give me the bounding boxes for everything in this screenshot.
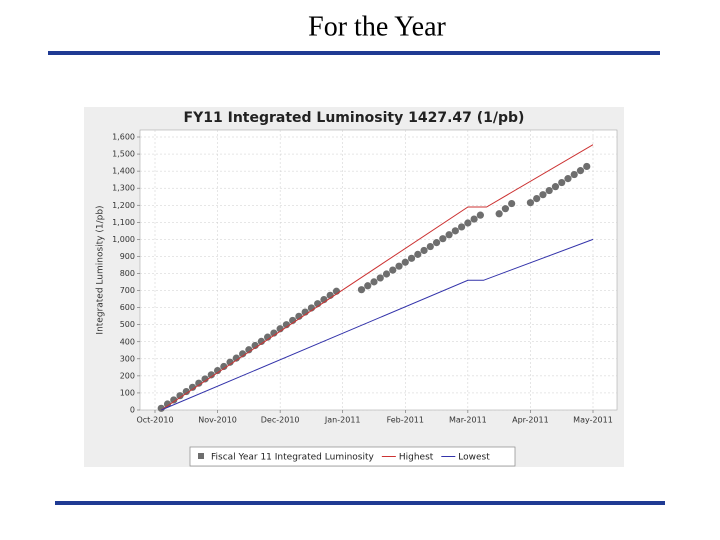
data-point: [558, 178, 566, 187]
legend-label: Highest: [399, 453, 434, 463]
data-point: [232, 354, 240, 362]
y-tick-label: 100: [120, 388, 135, 397]
x-tick-label: Apr-2011: [512, 416, 549, 425]
data-point: [357, 286, 366, 294]
slide-title: For the Year: [308, 11, 446, 42]
y-tick-label: 1,400: [112, 167, 135, 176]
data-point: [195, 379, 203, 387]
data-point: [182, 387, 190, 396]
data-point: [370, 278, 378, 286]
data-point: [432, 239, 441, 247]
data-point: [407, 254, 416, 262]
legend-label: Fiscal Year 11 Integrated Luminosity: [211, 453, 375, 463]
x-tick-label: Feb-2011: [387, 416, 424, 425]
data-point: [382, 270, 391, 278]
data-point: [533, 194, 541, 203]
data-point: [213, 366, 222, 375]
data-point: [495, 210, 503, 218]
legend-label: Lowest: [458, 453, 490, 463]
data-point: [170, 396, 178, 404]
data-point: [439, 235, 447, 243]
data-point: [220, 362, 228, 371]
data-point: [539, 191, 547, 199]
y-tick-label: 1,200: [112, 201, 135, 210]
data-point: [226, 358, 234, 366]
data-point: [501, 205, 509, 213]
grid: 0 100 200 300 400 500 600 700 800 900 1,000 1,100 1,…: [112, 130, 617, 425]
y-tick-label: 200: [120, 371, 135, 380]
data-point: [464, 219, 472, 227]
y-tick-label: 800: [120, 269, 135, 278]
x-tick-label: Nov-2010: [198, 416, 237, 425]
data-point: [551, 183, 560, 191]
y-tick-label: 500: [120, 320, 135, 329]
data-point: [176, 392, 184, 400]
x-tick-label: Mar-2011: [449, 416, 487, 425]
y-tick-label: 1,300: [112, 184, 135, 193]
data-point: [376, 274, 384, 282]
x-tick-label: Oct-2010: [136, 416, 173, 425]
legend-swatch: [198, 453, 204, 459]
data-point: [576, 167, 585, 175]
y-tick-label: 400: [120, 337, 135, 346]
data-point: [201, 375, 209, 383]
chart-title: FY11 Integrated Luminosity 1427.47 (1/pb…: [184, 110, 525, 126]
y-tick-label: 700: [120, 286, 135, 295]
bottom-rule: [55, 501, 665, 505]
y-tick-label: 1,500: [112, 150, 135, 159]
data-point: [476, 211, 484, 219]
data-point: [526, 199, 535, 207]
data-point: [451, 227, 459, 235]
data-point: [245, 346, 253, 354]
data-point: [251, 341, 259, 350]
y-tick-label: 300: [120, 354, 135, 363]
data-point: [157, 404, 165, 412]
data-point: [389, 266, 397, 274]
data-point: [395, 262, 403, 270]
x-tick-label: Jan-2011: [324, 416, 361, 425]
data-point: [508, 199, 516, 208]
data-point: [458, 223, 466, 231]
y-tick-label: 1,000: [112, 235, 135, 244]
y-tick-label: 1,600: [112, 133, 135, 142]
data-point: [420, 246, 428, 255]
data-point: [364, 282, 372, 290]
y-tick-label: 600: [120, 303, 135, 312]
data-point: [426, 242, 434, 251]
data-point: [257, 337, 265, 346]
legend: Fiscal Year 11 Integrated Luminosity High…: [198, 453, 490, 463]
data-point: [470, 215, 478, 223]
legend-box: [189, 446, 516, 467]
data-point: [163, 400, 172, 408]
data-point: [583, 162, 591, 171]
x-tick-label: May-2011: [573, 416, 613, 425]
data-point: [188, 383, 197, 391]
data-point: [401, 258, 409, 266]
series-line: [161, 238, 594, 411]
data-point: [445, 231, 453, 239]
series-line: [161, 144, 594, 411]
data-point: [545, 186, 553, 195]
y-tick-label: 1,100: [112, 218, 135, 227]
data-point: [239, 350, 247, 358]
data-point: [414, 250, 422, 258]
y-axis-label: Integrated Luminosity (1/pb): [96, 205, 106, 334]
top-rule: [48, 51, 660, 55]
data-point: [207, 371, 215, 379]
x-tick-label: Dec-2010: [261, 416, 300, 425]
data-point: [570, 170, 578, 179]
y-tick-label: 900: [120, 252, 135, 261]
data-point: [564, 175, 572, 183]
marks: [157, 144, 594, 412]
y-tick-label: 0: [130, 406, 135, 415]
